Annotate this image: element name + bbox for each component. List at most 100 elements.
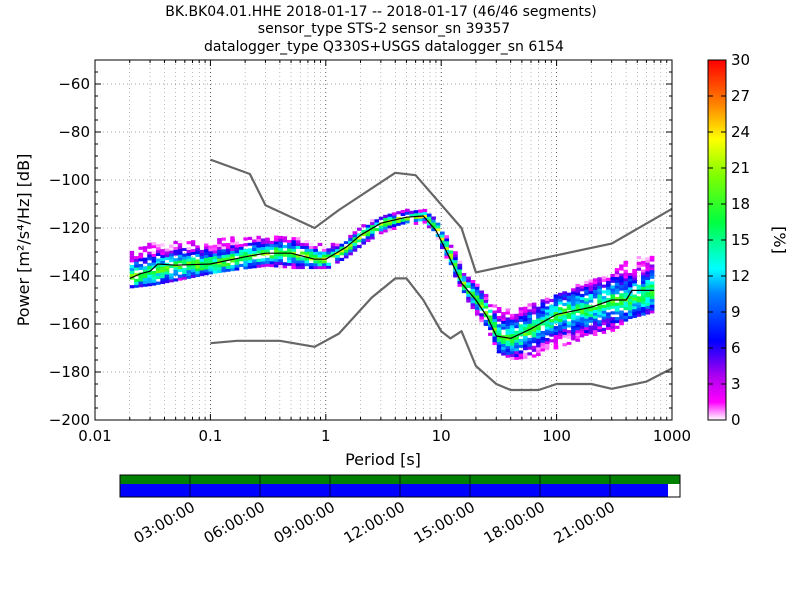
heat-cell <box>553 331 559 336</box>
colorbar-tick-label: 6 <box>731 339 741 357</box>
heat-cell <box>514 353 519 357</box>
heat-cell <box>549 310 554 314</box>
heat-cell <box>606 321 611 325</box>
heat-cell <box>282 236 288 240</box>
heat-cell <box>549 330 554 334</box>
heat-cell <box>619 319 624 323</box>
heat-cell <box>444 235 450 239</box>
heat-cell <box>190 248 196 253</box>
heat-cell <box>540 345 546 349</box>
heat-cell <box>606 297 611 302</box>
heat-cell <box>365 221 371 225</box>
heat-cell <box>592 286 598 290</box>
heat-cell <box>370 221 375 226</box>
heat-cell <box>234 252 240 257</box>
heat-cell <box>549 321 554 326</box>
heat-cell <box>234 261 240 265</box>
heat-cell <box>610 291 616 295</box>
heat-cell <box>370 230 375 234</box>
heat-cell <box>247 236 253 240</box>
heat-cell <box>221 263 227 267</box>
heat-cell <box>356 244 362 249</box>
heat-cell <box>155 281 161 285</box>
heat-cell <box>230 247 235 251</box>
heat-cell <box>212 255 218 260</box>
heat-cell <box>584 329 589 334</box>
heat-cell <box>649 298 655 302</box>
heat-cell <box>339 257 345 262</box>
heat-cell <box>597 328 602 333</box>
heat-cell <box>566 335 572 340</box>
heat-cell <box>273 258 279 262</box>
heat-cell <box>177 240 183 244</box>
heat-cell <box>540 351 546 355</box>
heat-cell <box>627 281 633 285</box>
heat-cell <box>505 311 511 315</box>
heat-cell <box>523 323 528 328</box>
heat-cell <box>225 262 231 267</box>
heat-cell <box>606 289 611 293</box>
heat-cell <box>623 306 629 311</box>
heat-cell <box>265 260 270 264</box>
heat-cell <box>343 240 349 245</box>
heat-cell <box>260 238 266 242</box>
heat-cell <box>610 273 616 278</box>
y-axis-label: Power [m²/s⁴/Hz] [dB] <box>14 154 33 327</box>
heat-cell <box>597 282 602 286</box>
heat-cell <box>151 270 157 275</box>
heat-cell <box>457 269 463 273</box>
heat-cell <box>509 325 515 329</box>
heat-cell <box>304 240 310 244</box>
heat-cell <box>461 292 467 296</box>
heat-cell <box>649 287 655 291</box>
heat-cell <box>619 287 624 291</box>
heat-cell <box>571 334 576 338</box>
heat-cell <box>505 351 511 355</box>
heat-cell <box>614 270 620 275</box>
heat-cell <box>501 337 506 342</box>
heat-cell <box>225 265 231 269</box>
heat-cell <box>614 288 620 292</box>
heat-cell <box>645 259 651 263</box>
heat-cell <box>217 246 222 250</box>
heat-cell <box>138 246 144 250</box>
heat-cell <box>138 281 144 285</box>
heat-cell <box>330 251 336 255</box>
heat-cell <box>623 266 629 270</box>
heat-cell <box>610 296 616 301</box>
heat-cell <box>527 337 533 342</box>
heat-cell <box>540 313 546 317</box>
heat-cell <box>217 258 222 262</box>
heat-cell <box>649 281 655 285</box>
heat-cell <box>238 258 244 262</box>
heat-cell <box>273 244 279 248</box>
heat-cell <box>278 258 283 263</box>
heat-cell <box>173 246 179 250</box>
heat-cell <box>169 264 174 268</box>
heat-cell <box>260 258 266 262</box>
heat-cell <box>391 223 397 228</box>
heat-cell <box>212 244 218 248</box>
heat-cell <box>252 236 257 240</box>
heat-cell <box>571 314 576 318</box>
heat-cell <box>448 261 454 266</box>
heat-cell <box>142 249 148 253</box>
heat-cell <box>588 334 594 338</box>
heat-cell <box>147 257 152 261</box>
heat-cell <box>597 325 602 330</box>
heat-cell <box>177 251 183 255</box>
heat-cell <box>584 298 589 302</box>
heat-cell <box>562 302 568 306</box>
heat-cell <box>645 276 651 280</box>
heat-cell <box>606 280 611 284</box>
heat-cell <box>614 268 620 272</box>
heat-cell <box>579 328 585 332</box>
heat-cell <box>527 311 533 316</box>
heat-cell <box>619 299 624 303</box>
heat-cell <box>597 331 602 335</box>
heat-cell <box>632 306 637 310</box>
heat-cell <box>461 289 467 294</box>
heat-cell <box>238 255 244 259</box>
heat-cell <box>649 252 655 256</box>
heat-cell <box>339 249 345 253</box>
